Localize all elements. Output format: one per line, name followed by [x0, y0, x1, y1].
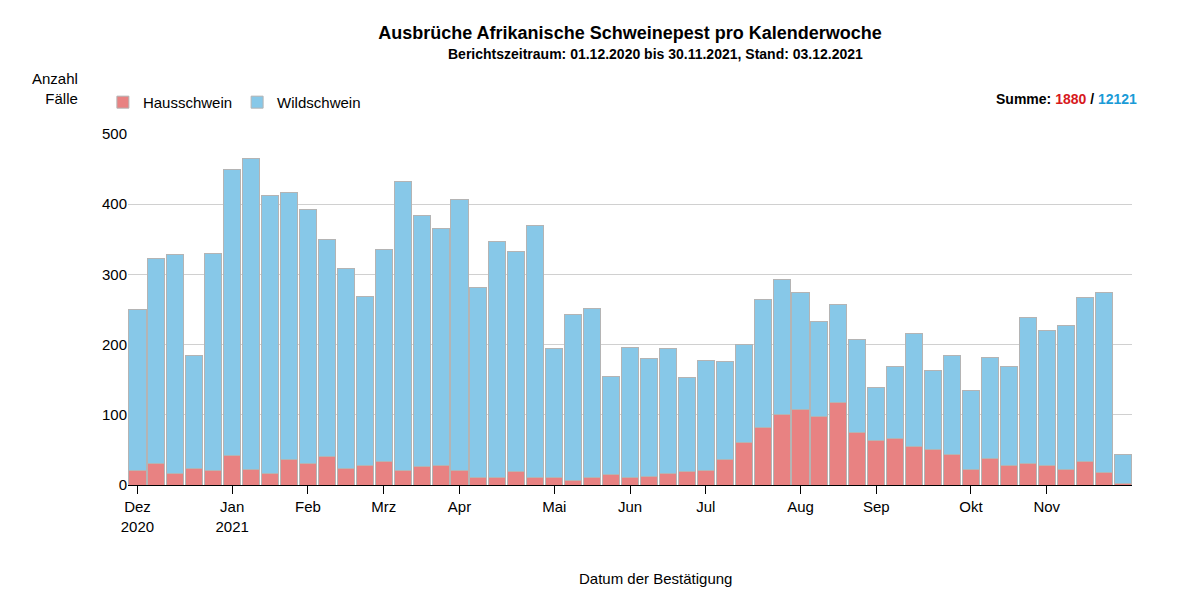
svg-text:Okt: Okt [959, 498, 983, 515]
svg-text:Dez2020: Dez2020 [121, 498, 154, 535]
svg-text:Summe: 1880 / 12121: Summe: 1880 / 12121 [996, 91, 1137, 107]
svg-text:Jun: Jun [618, 498, 642, 515]
svg-text:400: 400 [102, 195, 127, 212]
svg-text:200: 200 [102, 336, 127, 353]
svg-text:Apr: Apr [448, 498, 471, 515]
svg-text:300: 300 [102, 266, 127, 283]
svg-text:Jul: Jul [696, 498, 715, 515]
svg-text:Nov: Nov [1033, 498, 1060, 515]
svg-text:Sep: Sep [863, 498, 890, 515]
svg-text:AnzahlFälle: AnzahlFälle [32, 70, 78, 107]
svg-text:Mrz: Mrz [371, 498, 396, 515]
svg-text:Datum der Bestätigung: Datum der Bestätigung [579, 570, 732, 587]
svg-text:Aug: Aug [787, 498, 814, 515]
svg-text:Mai: Mai [542, 498, 566, 515]
svg-text:Feb: Feb [295, 498, 321, 515]
svg-text:Wildschwein: Wildschwein [277, 94, 360, 111]
svg-text:100: 100 [102, 406, 127, 423]
svg-text:Ausbrüche Afrikanische Schwein: Ausbrüche Afrikanische Schweinepest pro … [378, 23, 881, 43]
svg-text:Berichtszeitraum: 01.12.2020 b: Berichtszeitraum: 01.12.2020 bis 30.11.2… [448, 46, 863, 62]
svg-text:Hausschwein: Hausschwein [143, 94, 232, 111]
svg-text:Jan2021: Jan2021 [216, 498, 249, 535]
svg-text:500: 500 [102, 125, 127, 142]
svg-text:0: 0 [119, 476, 127, 493]
